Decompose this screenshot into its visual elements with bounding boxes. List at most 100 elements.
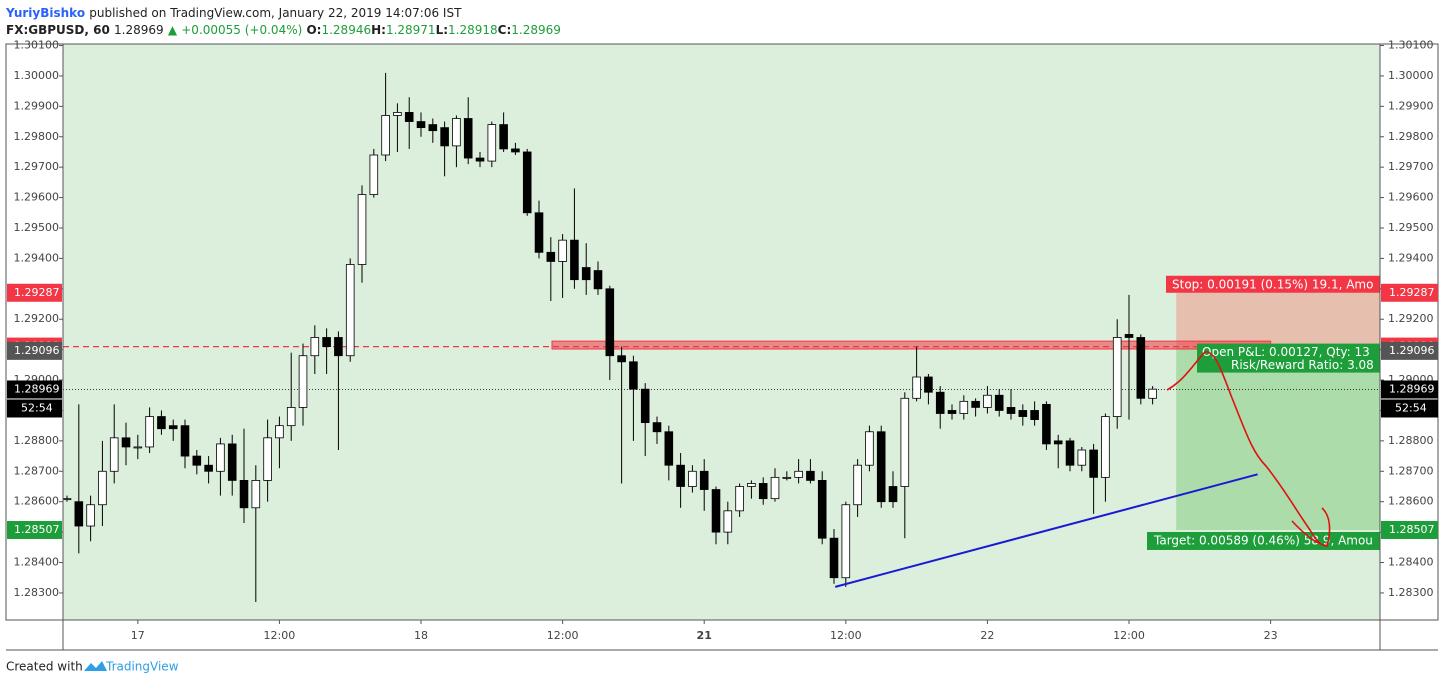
published: published on TradingView.com, January 22… bbox=[89, 6, 462, 20]
y-tick-label: 1.28600 bbox=[1388, 495, 1434, 508]
y-tick-label: 1.30100 bbox=[14, 39, 60, 52]
countdown: 52:54 bbox=[21, 401, 53, 414]
candle-body bbox=[334, 337, 343, 357]
candle-body bbox=[629, 361, 638, 390]
ohlc-label: H: bbox=[371, 23, 386, 37]
candle-body bbox=[298, 355, 308, 408]
candle-body bbox=[1124, 334, 1134, 338]
candle-body bbox=[74, 501, 84, 527]
candle-body bbox=[227, 443, 237, 481]
candle-body bbox=[1089, 449, 1098, 478]
candle-body bbox=[994, 394, 1004, 411]
ohlc-legend: O:1.28946H:1.28971L:1.28918C:1.28969 bbox=[306, 23, 560, 37]
candle-body bbox=[605, 288, 615, 357]
position-label-box bbox=[1147, 531, 1380, 550]
ohlc-label: C: bbox=[498, 23, 512, 37]
candle-body bbox=[876, 431, 886, 503]
candle-body bbox=[145, 416, 154, 448]
change-arrow: ▲ bbox=[168, 23, 178, 37]
y-tick-label: 1.28700 bbox=[1388, 464, 1434, 477]
price-badge-label: 1.29096 bbox=[14, 344, 60, 357]
candle-body bbox=[404, 112, 414, 122]
candle-body bbox=[688, 470, 697, 487]
position-label-box bbox=[1197, 343, 1380, 373]
candle-body bbox=[770, 476, 780, 500]
plot-area bbox=[63, 44, 1380, 620]
y-tick-label: 1.28700 bbox=[14, 464, 60, 477]
candle-body bbox=[664, 431, 674, 466]
candle-body bbox=[723, 510, 733, 533]
price-badge bbox=[1381, 380, 1438, 399]
price-badge bbox=[7, 380, 62, 399]
y-tick-label: 1.30000 bbox=[1388, 69, 1434, 82]
y-tick-label: 1.28400 bbox=[1388, 556, 1434, 569]
frame bbox=[5, 43, 1439, 621]
candle-body bbox=[782, 476, 792, 479]
candle-body bbox=[416, 121, 426, 129]
last-price: 1.28969 bbox=[114, 23, 164, 37]
candle-body bbox=[865, 431, 874, 466]
candle-body bbox=[121, 437, 131, 448]
candle-body bbox=[428, 124, 438, 132]
candle-body bbox=[652, 422, 662, 433]
candle-body bbox=[1006, 407, 1016, 414]
y-tick-label: 1.29700 bbox=[14, 160, 60, 173]
candle-body bbox=[452, 118, 461, 147]
ohlc-value: 1.28918 bbox=[448, 23, 498, 37]
footer-text: Created with bbox=[6, 660, 83, 674]
y-tick-label: 1.29200 bbox=[1388, 312, 1434, 325]
candle-body bbox=[593, 270, 603, 290]
candle-body bbox=[157, 416, 166, 430]
candle-body bbox=[841, 504, 851, 579]
candle-body bbox=[806, 470, 815, 481]
x-tick-label: 22 bbox=[980, 629, 994, 642]
footer-brand: TradingView bbox=[105, 660, 179, 674]
y-tick-label: 1.28300 bbox=[14, 586, 60, 599]
y-tick-label: 1.28800 bbox=[14, 434, 60, 447]
candle-body bbox=[133, 446, 143, 449]
candle-body bbox=[558, 239, 567, 262]
candle-body bbox=[853, 464, 862, 506]
candle-body bbox=[109, 437, 119, 472]
resistance-zone bbox=[551, 340, 1272, 350]
candle-body bbox=[959, 400, 969, 414]
stop-zone bbox=[1176, 292, 1380, 347]
author: YuriyBishko bbox=[5, 6, 85, 20]
candle-body bbox=[735, 486, 744, 512]
candle-body bbox=[357, 194, 367, 265]
candle-body bbox=[794, 470, 803, 478]
candle-body bbox=[924, 376, 933, 393]
x-tick-label: 21 bbox=[697, 629, 712, 642]
candle-body bbox=[463, 118, 473, 159]
price-badge bbox=[1381, 283, 1438, 302]
candle-body bbox=[251, 480, 261, 509]
candle-body bbox=[86, 504, 95, 527]
candle-body bbox=[935, 391, 945, 414]
candle-body bbox=[546, 251, 556, 262]
y-tick-label: 1.29400 bbox=[1388, 251, 1434, 264]
price-badge bbox=[1381, 520, 1438, 539]
footer: Created with TradingView bbox=[6, 660, 179, 674]
candle-body bbox=[204, 464, 213, 472]
header: YuriyBishko published on TradingView.com… bbox=[5, 6, 462, 20]
countdown-badge bbox=[7, 399, 62, 418]
x-tick-label: 12:00 bbox=[264, 629, 296, 642]
price-badge-label: 1.29096 bbox=[1389, 344, 1435, 357]
candle-body bbox=[192, 455, 202, 466]
candle-body bbox=[322, 337, 331, 347]
candle-body bbox=[912, 376, 921, 399]
price-badge-label: 1.28969 bbox=[1389, 382, 1435, 395]
candle-body bbox=[711, 489, 721, 533]
candle-body bbox=[381, 115, 390, 156]
candle-body bbox=[1030, 410, 1039, 420]
candle-body bbox=[180, 425, 190, 457]
y-tick-label: 1.29200 bbox=[14, 312, 60, 325]
candle-body bbox=[475, 157, 485, 162]
candle-body bbox=[817, 480, 827, 539]
stop-label: Stop: 0.00191 (0.15%) 19.1, Amo bbox=[1172, 277, 1373, 291]
candle-body bbox=[1018, 410, 1028, 417]
logo bbox=[84, 661, 107, 671]
y-tick-label: 1.29700 bbox=[1388, 160, 1434, 173]
ohlc-value: 1.28946 bbox=[321, 23, 371, 37]
